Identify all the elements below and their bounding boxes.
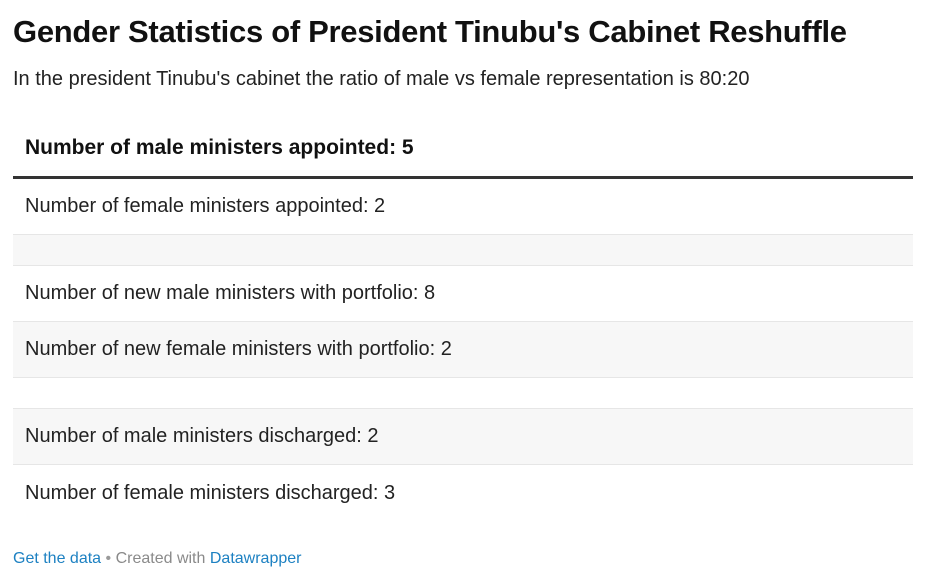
table-cell: Number of female ministers discharged: 3 bbox=[25, 481, 396, 504]
table-row: Number of female ministers discharged: 3 bbox=[13, 465, 913, 521]
table-row: Number of new male ministers with portfo… bbox=[13, 266, 913, 322]
footer: Get the data • Created with Datawrapper bbox=[13, 549, 301, 569]
chart-container: Gender Statistics of President Tinubu's … bbox=[13, 0, 913, 521]
table-cell: Number of new female ministers with port… bbox=[25, 338, 452, 360]
table-row-empty bbox=[13, 378, 913, 409]
table-row: Number of female ministers appointed: 2 bbox=[13, 179, 913, 235]
created-with-label: Created with bbox=[115, 550, 206, 567]
table-header: Number of male ministers appointed: 5 bbox=[13, 118, 913, 179]
datawrapper-link[interactable]: Datawrapper bbox=[209, 550, 302, 567]
page-subtitle: In the president Tinubu's cabinet the ra… bbox=[13, 68, 750, 90]
get-data-link[interactable]: Get the data bbox=[13, 550, 102, 567]
table-cell: Number of male ministers discharged: 2 bbox=[25, 425, 379, 447]
table-cell: Number of female ministers appointed: 2 bbox=[25, 195, 386, 217]
table-header-label: Number of male ministers appointed: 5 bbox=[25, 136, 414, 159]
table-cell: Number of new male ministers with portfo… bbox=[25, 282, 436, 304]
table-row-empty bbox=[13, 235, 913, 266]
page-title: Gender Statistics of President Tinubu's … bbox=[13, 14, 847, 49]
stats-table: Number of male ministers appointed: 5 Nu… bbox=[13, 118, 913, 521]
table-row: Number of new female ministers with port… bbox=[13, 322, 913, 378]
table-row: Number of male ministers discharged: 2 bbox=[13, 409, 913, 465]
footer-separator: • bbox=[105, 550, 112, 567]
